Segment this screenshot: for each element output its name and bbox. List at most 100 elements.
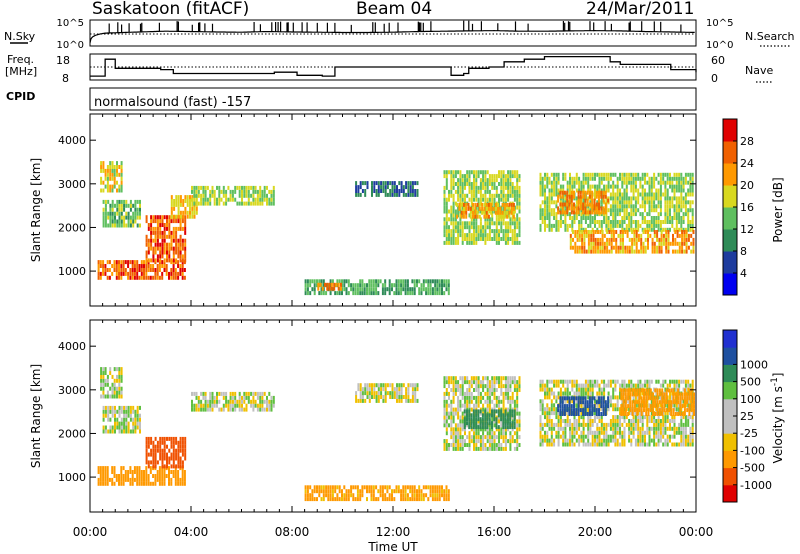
heatmap-cell bbox=[564, 426, 567, 431]
heatmap-cell bbox=[508, 202, 511, 207]
heatmap-cell bbox=[445, 240, 448, 245]
heatmap-cell bbox=[600, 194, 603, 199]
heatmap-cell bbox=[116, 386, 118, 391]
heatmap-cell bbox=[584, 442, 587, 447]
heatmap-cell bbox=[680, 200, 683, 205]
heatmap-cell bbox=[111, 394, 114, 399]
heatmap-cell bbox=[660, 233, 663, 238]
heatmap-cell bbox=[462, 202, 465, 207]
heatmap-cell bbox=[598, 419, 601, 423]
heatmap-cell bbox=[502, 170, 505, 175]
heatmap-cell bbox=[582, 200, 585, 205]
heatmap-cell bbox=[470, 399, 473, 404]
heatmap-cell bbox=[512, 210, 515, 215]
heatmap-cell bbox=[107, 417, 110, 422]
heatmap-cell bbox=[411, 493, 414, 498]
heatmap-cell bbox=[218, 189, 221, 194]
heatmap-cell bbox=[166, 215, 168, 220]
heatmap-cell bbox=[607, 216, 610, 220]
heatmap-cell bbox=[644, 230, 647, 234]
heatmap-cell bbox=[191, 202, 194, 207]
heatmap-cell bbox=[145, 436, 148, 441]
heatmap-cell bbox=[398, 398, 401, 403]
heatmap-cell bbox=[461, 391, 464, 396]
heatmap-cell bbox=[634, 172, 637, 177]
heatmap-cell bbox=[111, 199, 114, 204]
heatmap-cell bbox=[580, 411, 583, 416]
heatmap-cell bbox=[475, 421, 478, 426]
heatmap-cell bbox=[163, 258, 166, 263]
heatmap-cell bbox=[516, 411, 519, 416]
heatmap-cell bbox=[548, 411, 551, 416]
heatmap-cell bbox=[452, 435, 455, 440]
heatmap-cell bbox=[359, 497, 362, 502]
heatmap-cell bbox=[616, 438, 619, 443]
heatmap-cell bbox=[516, 439, 519, 444]
heatmap-cell bbox=[393, 189, 396, 193]
heatmap-cell bbox=[621, 415, 624, 420]
heatmap-cell bbox=[118, 184, 121, 189]
heatmap-cell bbox=[193, 201, 196, 206]
heatmap-cell bbox=[356, 489, 359, 494]
heatmap-cell bbox=[632, 196, 635, 201]
heatmap-cell bbox=[470, 380, 473, 385]
heatmap-cell bbox=[384, 398, 387, 403]
heatmap-cell bbox=[500, 413, 503, 418]
heatmap-cell bbox=[129, 429, 132, 434]
heatmap-cell bbox=[673, 216, 676, 220]
heatmap-cell bbox=[511, 395, 514, 400]
heatmap-cell bbox=[136, 417, 139, 422]
heatmap-cell bbox=[468, 421, 471, 426]
heatmap-cell bbox=[270, 189, 273, 194]
heatmap-cell bbox=[614, 196, 617, 201]
heatmap-cell bbox=[250, 201, 253, 206]
heatmap-cell bbox=[384, 181, 387, 186]
heatmap-cell bbox=[172, 226, 175, 231]
heatmap-cell bbox=[375, 192, 378, 197]
heatmap-cell bbox=[642, 245, 645, 250]
heatmap-cell bbox=[461, 388, 464, 392]
heatmap-cell bbox=[115, 268, 118, 272]
heatmap-cell bbox=[655, 176, 658, 181]
heatmap-cell bbox=[452, 384, 455, 389]
heatmap-cell bbox=[179, 477, 182, 482]
heatmap-cell bbox=[615, 237, 618, 242]
heatmap-cell bbox=[247, 197, 250, 202]
heatmap-cell bbox=[493, 388, 496, 392]
heatmap-cell bbox=[619, 434, 621, 439]
heatmap-cell bbox=[637, 237, 640, 242]
heatmap-cell bbox=[384, 189, 387, 193]
heatmap-cell bbox=[506, 210, 509, 215]
heatmap-cell bbox=[630, 227, 633, 232]
heatmap-cell bbox=[578, 383, 581, 388]
heatmap-cell bbox=[594, 216, 596, 220]
heatmap-cell bbox=[490, 210, 493, 215]
heatmap-cell bbox=[675, 172, 678, 177]
heatmap-cell bbox=[577, 198, 580, 203]
heatmap-cell bbox=[145, 242, 148, 247]
heatmap-cell bbox=[407, 398, 410, 403]
heatmap-cell bbox=[475, 182, 478, 186]
heatmap-cell bbox=[550, 403, 553, 408]
heatmap-cell bbox=[227, 197, 230, 202]
heatmap-cell bbox=[382, 189, 385, 193]
heatmap-cell bbox=[477, 225, 480, 230]
heatmap-cell bbox=[513, 197, 516, 202]
heatmap-cell bbox=[270, 201, 273, 206]
heatmap-cell bbox=[161, 246, 164, 251]
heatmap-cell bbox=[604, 202, 607, 207]
heatmap-cell bbox=[641, 212, 644, 217]
heatmap-cell bbox=[486, 197, 489, 202]
heatmap-cell bbox=[473, 446, 475, 451]
heatmap-cell bbox=[450, 193, 453, 198]
heatmap-cell bbox=[320, 497, 323, 502]
heatmap-cell bbox=[359, 391, 362, 396]
heatmap-cell bbox=[143, 474, 145, 478]
heatmap-cell bbox=[671, 200, 674, 205]
heatmap-cell bbox=[150, 246, 153, 251]
heatmap-cell bbox=[111, 481, 114, 486]
heatmap-cell bbox=[345, 489, 348, 494]
heatmap-cell bbox=[97, 260, 100, 265]
heatmap-cell bbox=[616, 212, 619, 217]
heatmap-cell bbox=[329, 485, 332, 490]
